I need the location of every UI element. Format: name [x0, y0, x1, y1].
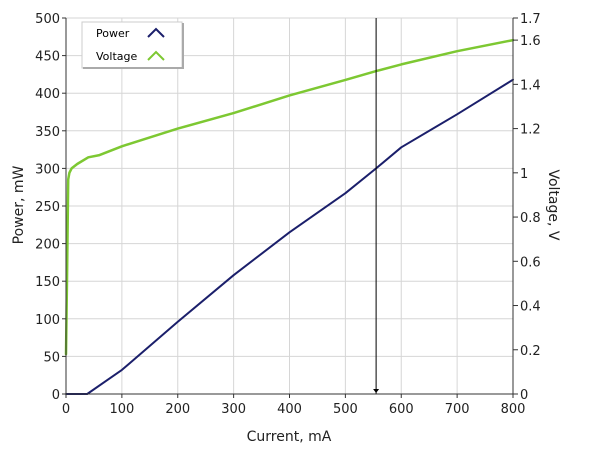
- y-left-tick-label: 450: [35, 50, 60, 65]
- y-right-tick-label: 0.8: [520, 211, 541, 226]
- y-left-axis-title: Power, mW: [11, 165, 27, 244]
- legend-swatch-power: [147, 27, 165, 38]
- series-line-voltage: [64, 38, 515, 356]
- y-left-tick-label: 50: [43, 350, 60, 365]
- y-right-tick-label: 1.7: [520, 12, 541, 27]
- x-tick-label: 200: [165, 402, 190, 417]
- y-left-tick-label: 300: [35, 162, 60, 177]
- axes: [62, 17, 518, 398]
- cursor-layer[interactable]: [373, 18, 380, 394]
- y-right-tick-label: 1.2: [520, 123, 541, 138]
- legend[interactable]: Power Voltage: [81, 21, 184, 69]
- legend-swatch-voltage: [147, 50, 165, 61]
- x-tick-label: 400: [277, 402, 302, 417]
- x-tick-label: 0: [62, 402, 70, 417]
- y-left-tick-label: 400: [35, 87, 60, 102]
- x-tick-label: 800: [501, 402, 526, 417]
- grid-lines: [65, 17, 514, 395]
- legend-label-voltage: Voltage: [96, 50, 137, 63]
- y-right-tick-label: 1.4: [520, 78, 541, 93]
- x-axis-title: Current, mA: [247, 429, 332, 445]
- y-left-tick-label: 500: [35, 12, 60, 27]
- y-right-axis-title: Voltage, V: [545, 170, 561, 241]
- y-left-tick-label: 250: [35, 200, 60, 215]
- y-right-tick-label: 0.2: [520, 344, 541, 359]
- x-tick-label: 600: [389, 402, 414, 417]
- y-left-tick-label: 0: [52, 388, 60, 403]
- y-right-tick-label: 0.4: [520, 300, 541, 315]
- cursor-arrow-icon[interactable]: [373, 389, 380, 393]
- x-tick-label: 300: [221, 402, 246, 417]
- series-layer: [64, 38, 515, 395]
- y-left-tick-label: 100: [35, 313, 60, 328]
- y-right-tick-label: 0: [520, 388, 528, 403]
- legend-label-power: Power: [96, 27, 130, 40]
- y-left-tick-label: 200: [35, 238, 60, 253]
- y-right-tick-label: 1: [520, 167, 528, 182]
- series-line-power: [65, 78, 514, 395]
- x-tick-label: 500: [333, 402, 358, 417]
- legend-box: [81, 21, 183, 69]
- x-tick-label: 700: [445, 402, 470, 417]
- y-right-tick-label: 1.6: [520, 34, 541, 49]
- y-left-tick-label: 150: [35, 275, 60, 290]
- x-tick-label: 100: [109, 402, 134, 417]
- tick-labels: 0 100 200 300 400 500 600 700 800050100150200250…: [35, 12, 541, 417]
- y-left-tick-label: 350: [35, 125, 60, 140]
- y-right-tick-label: 0.6: [520, 255, 541, 270]
